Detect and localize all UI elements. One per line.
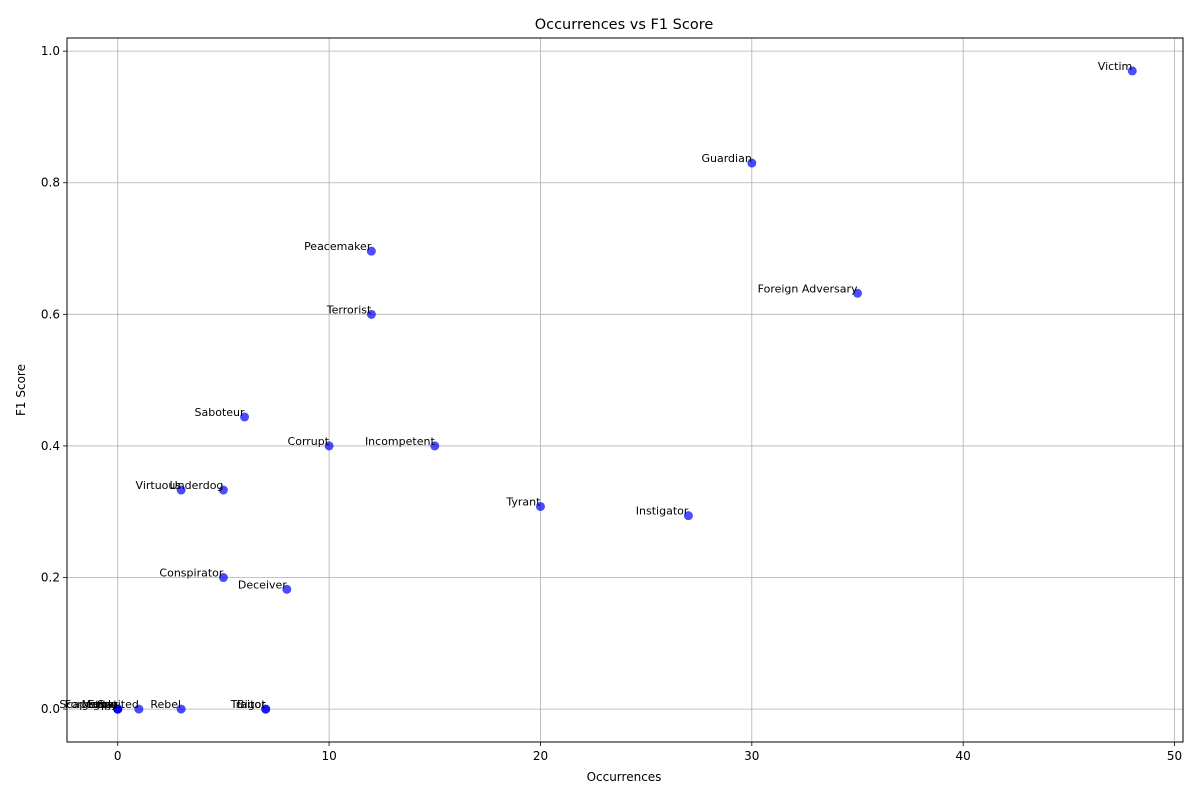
y-axis-title: F1 Score (14, 364, 28, 416)
point-label: Martyr (82, 698, 119, 711)
y-tick-label: 0.8 (41, 176, 60, 190)
data-point (747, 158, 757, 168)
y-tick-label: 1.0 (41, 44, 60, 58)
point-label: Virtuous (136, 479, 182, 492)
x-tick-label: 30 (744, 749, 759, 763)
point-label: Spy (97, 698, 118, 711)
point-label: Traitor (230, 698, 266, 711)
data-point (366, 309, 376, 319)
axis-ticks: 0 10 20 30 40 50 0.0 0.2 0.4 0.6 0.8 1.0 (41, 44, 1182, 763)
x-tick-label: 10 (321, 749, 336, 763)
chart-title: Occurrences vs F1 Score (535, 17, 714, 33)
point-label: Conspirator (159, 567, 223, 580)
point-label: Peacemaker (304, 240, 372, 253)
x-tick-label: 0 (114, 749, 122, 763)
data-point (134, 704, 144, 714)
grid-lines (67, 38, 1183, 742)
data-points (113, 66, 1137, 714)
point-label: Instigator (636, 505, 689, 518)
point-label: Underdog (170, 479, 224, 492)
data-point (853, 288, 862, 298)
point-label: Scapegoat (59, 698, 118, 711)
data-point (218, 573, 228, 583)
data-point (218, 485, 228, 495)
data-point (176, 485, 186, 495)
data-point (535, 501, 545, 511)
point-label: Forgotten (65, 698, 118, 711)
point-label: Deceiver (238, 578, 287, 591)
x-axis-title: Occurrences (587, 770, 662, 784)
data-point (261, 704, 271, 714)
point-labels: Victim Guardian Peacemaker Foreign Adversar… (59, 60, 1132, 711)
point-label: Corrupt (288, 435, 330, 448)
point-label: Rebel (150, 698, 181, 711)
plot-frame (66, 37, 1184, 743)
data-point (282, 584, 292, 594)
point-label: Bigot (237, 698, 266, 711)
point-label: Saboteur (195, 406, 245, 419)
data-point (176, 704, 186, 714)
data-point (683, 511, 693, 521)
data-point (113, 704, 123, 714)
y-tick-label: 0.2 (41, 571, 60, 585)
y-tick-label: 0.6 (41, 307, 60, 321)
point-label: Tyrant (505, 495, 541, 508)
point-label: Foreign Adversary (758, 282, 858, 295)
data-point (1127, 66, 1137, 76)
data-point (240, 412, 250, 422)
data-point (430, 441, 440, 451)
y-tick-label: 0.0 (41, 702, 60, 716)
x-tick-label: 20 (533, 749, 548, 763)
point-label: Incompetent (365, 435, 436, 448)
x-tick-label: 40 (956, 749, 971, 763)
data-point (324, 441, 334, 451)
point-label: Victim (1098, 60, 1132, 73)
data-point (366, 246, 376, 256)
point-label: Guardian (701, 152, 751, 165)
x-tick-label: 50 (1167, 749, 1182, 763)
point-label: Terrorist (326, 303, 372, 316)
y-tick-label: 0.4 (41, 439, 60, 453)
point-label: Exploited (88, 698, 139, 711)
